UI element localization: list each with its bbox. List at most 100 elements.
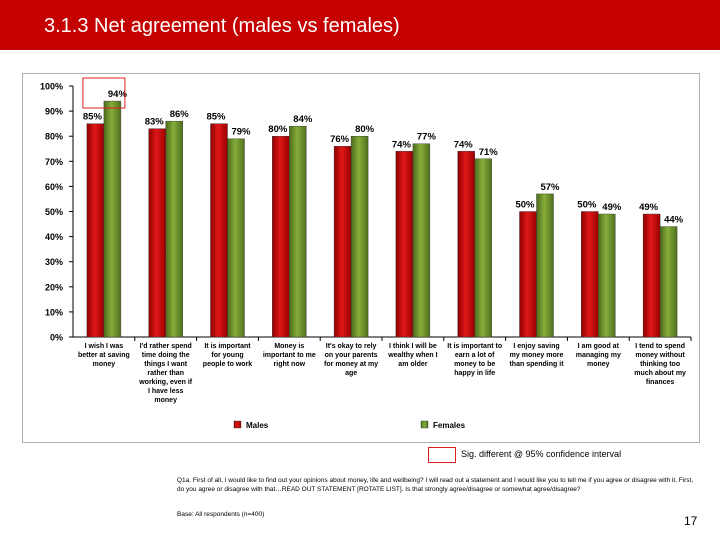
- category-label: time doing the: [142, 352, 190, 359]
- bar-males: [148, 128, 166, 338]
- y-tick-label: 100%: [40, 82, 63, 92]
- data-label-males: 80%: [268, 124, 288, 135]
- data-label-females: 77%: [417, 132, 437, 143]
- category-label: much about my: [634, 370, 686, 377]
- data-label-males: 49%: [639, 202, 659, 213]
- category-label: I enjoy saving: [513, 343, 559, 350]
- category-label: It is important to: [447, 343, 502, 350]
- data-label-males: 50%: [577, 200, 597, 211]
- category-label: money: [587, 361, 610, 368]
- category-label: managing my: [576, 352, 621, 359]
- bar-males: [395, 151, 414, 338]
- y-tick-label: 10%: [45, 307, 63, 317]
- bar-males: [581, 211, 599, 338]
- bar-females: [289, 125, 307, 338]
- data-label-males: 76%: [330, 134, 350, 145]
- bar-females: [659, 226, 678, 338]
- net-agreement-chart: 0% 10% 20% 30% 40% 50% 60% 70% 80% 90% 100% 85% 94% I…: [40, 77, 692, 430]
- category-label: wealthy when I: [387, 352, 437, 359]
- legend-label-females: Females: [433, 421, 466, 430]
- y-tick-label: 90%: [45, 107, 63, 117]
- category-label: than spending it: [509, 361, 564, 368]
- data-label-females: 86%: [170, 109, 190, 120]
- bar-females: [350, 136, 369, 338]
- legend-label-males: Males: [246, 421, 269, 430]
- sig-legend-label: Sig. different @ 95% confidence interval: [461, 449, 622, 459]
- sig-legend-box: [428, 447, 456, 463]
- category-label: thinking too: [640, 361, 680, 368]
- bar-females: [536, 193, 554, 338]
- data-label-males: 85%: [206, 112, 226, 123]
- category-label: money: [93, 361, 116, 368]
- category-label: better at saving: [78, 352, 130, 359]
- base-note: Base: All respondents (n=400): [177, 511, 265, 518]
- category-label: things I want: [144, 361, 187, 368]
- data-label-females: 49%: [602, 202, 622, 213]
- category-label: It is important: [204, 343, 251, 350]
- category-label: I'd rather spend: [140, 343, 192, 350]
- category-label: for money at my: [324, 361, 378, 368]
- bar-females: [103, 100, 122, 338]
- significance-box: [82, 77, 126, 109]
- data-label-females: 80%: [355, 124, 375, 135]
- bar-females: [227, 138, 245, 338]
- page-number: 17: [684, 514, 698, 528]
- category-label: right now: [274, 361, 306, 368]
- data-label-females: 57%: [540, 182, 560, 193]
- category-label: rather than: [147, 370, 184, 377]
- data-label-females: 84%: [293, 114, 313, 125]
- data-label-males: 83%: [145, 117, 165, 128]
- y-tick-label: 60%: [45, 182, 63, 192]
- category-label: happy in life: [454, 370, 495, 377]
- question-footnote: Q1a. First of all, I would like to find …: [177, 477, 694, 493]
- category-label: money: [154, 397, 177, 404]
- data-label-males: 50%: [515, 200, 535, 211]
- chart-frame: 0% 10% 20% 30% 40% 50% 60% 70% 80% 90% 100% 85% 94% I…: [22, 73, 700, 443]
- bar-females: [474, 158, 492, 338]
- category-label: I wish I was: [85, 343, 124, 350]
- data-label-females: 44%: [664, 215, 684, 226]
- category-label: on your parents: [325, 352, 378, 359]
- category-label: I am good at: [578, 343, 620, 350]
- data-label-males: 74%: [454, 139, 474, 150]
- data-label-females: 71%: [479, 147, 499, 158]
- bar-males: [519, 211, 537, 338]
- y-tick-label: 50%: [45, 207, 63, 217]
- data-label-males: 74%: [392, 139, 412, 150]
- bar-males: [210, 123, 228, 338]
- category-label: working, even if: [138, 379, 193, 386]
- category-label: money without: [635, 352, 685, 359]
- category-label: important to me: [263, 352, 316, 359]
- data-label-females: 79%: [231, 127, 251, 138]
- category-label: am older: [398, 361, 427, 368]
- y-tick-label: 30%: [45, 257, 63, 267]
- bar-males: [272, 136, 290, 338]
- bar-females: [412, 143, 431, 338]
- y-tick-label: 40%: [45, 232, 63, 242]
- slide-title: 3.1.3 Net agreement (males vs females): [44, 15, 400, 37]
- category-label: people to work: [203, 361, 253, 368]
- bar-males: [642, 213, 661, 338]
- legend-swatch-males: [233, 420, 242, 429]
- category-label: I tend to spend: [635, 343, 685, 350]
- category-label: Money is: [274, 343, 304, 350]
- bar-males: [86, 123, 105, 338]
- data-label-males: 85%: [83, 112, 103, 123]
- bar-females: [598, 213, 616, 338]
- category-label: age: [345, 370, 357, 377]
- category-label: earn a lot of: [455, 352, 495, 359]
- title-bar: 3.1.3 Net agreement (males vs females): [0, 0, 720, 50]
- category-label: finances: [646, 379, 675, 386]
- category-label: money to be: [454, 361, 495, 368]
- bar-females: [165, 120, 183, 338]
- y-tick-label: 80%: [45, 132, 63, 142]
- category-label: for young: [211, 352, 243, 359]
- category-label: I think I will be: [389, 343, 437, 350]
- category-label: I have less: [148, 388, 184, 395]
- y-tick-label: 20%: [45, 282, 63, 292]
- category-label: my money more: [510, 352, 564, 359]
- data-label-females: 94%: [108, 89, 128, 100]
- legend-swatch-females: [420, 420, 429, 429]
- category-label: It's okay to rely: [326, 343, 377, 350]
- y-tick-label: 70%: [45, 157, 63, 167]
